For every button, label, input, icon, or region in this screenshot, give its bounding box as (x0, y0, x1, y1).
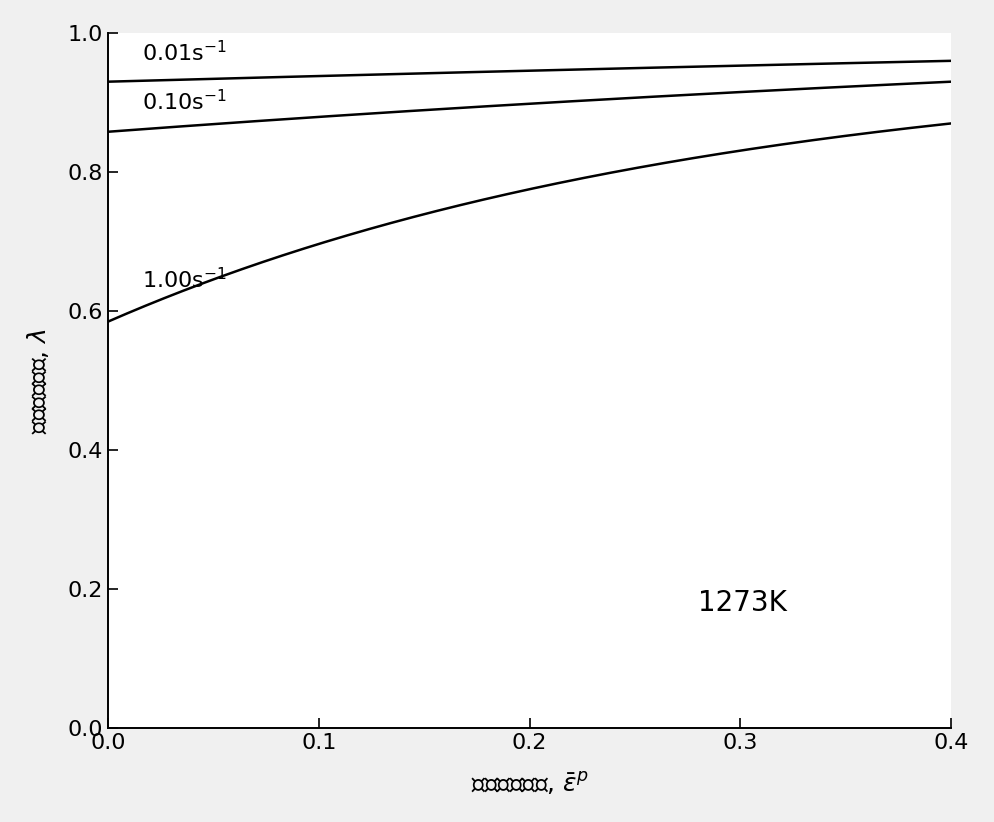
X-axis label: 等效塑性应变, $\bar{\varepsilon}^{p}$: 等效塑性应变, $\bar{\varepsilon}^{p}$ (471, 770, 588, 797)
Text: 1273K: 1273K (699, 589, 787, 617)
Y-axis label: 晶界软化因子, $\lambda$: 晶界软化因子, $\lambda$ (25, 328, 51, 433)
Text: 0.10s$^{-1}$: 0.10s$^{-1}$ (142, 89, 227, 114)
Text: 0.01s$^{-1}$: 0.01s$^{-1}$ (142, 40, 227, 66)
Text: 1.00s$^{-1}$: 1.00s$^{-1}$ (142, 267, 227, 292)
